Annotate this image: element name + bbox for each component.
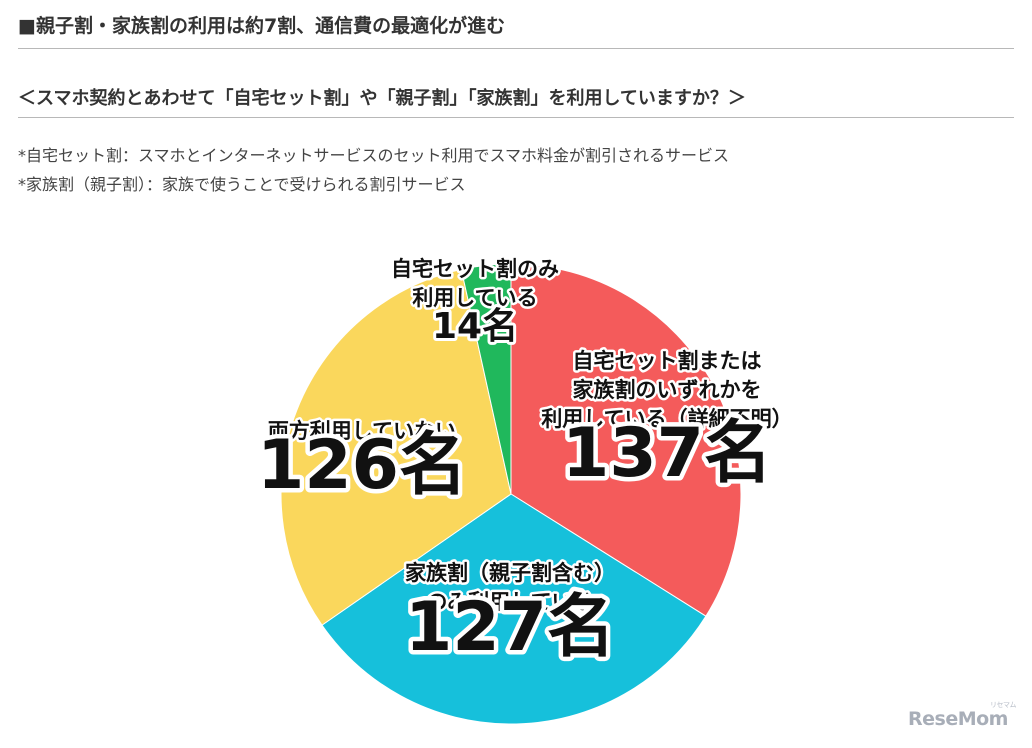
title-divider bbox=[18, 48, 1014, 49]
question-divider bbox=[18, 117, 1014, 118]
survey-question: ＜スマホ契約とあわせて「自宅セット割」や「親子割」「家族割」を利用していますか？… bbox=[18, 88, 746, 109]
pie-slice-1 bbox=[510, 263, 742, 617]
slice-value-2: 127名 bbox=[405, 588, 615, 667]
page-title: ■親子割・家族割の利用は約7割、通信費の最適化が進む bbox=[18, 15, 506, 37]
logo-kana: リセマム bbox=[990, 701, 1017, 709]
slice-label-4-line-2: 利用している bbox=[412, 286, 537, 310]
slice-label-1-line-2: 家族割のいずれかを bbox=[573, 378, 762, 402]
footnote-home-set-discount: *自宅セット割：スマホとインターネットサービスのセット利用でスマホ料金が割引され… bbox=[18, 146, 730, 165]
pie-slice-3 bbox=[280, 268, 512, 626]
slice-label-4-line-1: 自宅セット割のみ bbox=[391, 257, 559, 281]
slice-value-4: 14名 bbox=[432, 306, 518, 347]
slice-label-2-line-2: のみ利用している bbox=[426, 590, 593, 614]
pie-slice-4 bbox=[460, 263, 512, 495]
pie-slice-2 bbox=[321, 493, 707, 725]
footnote-family-discount: *家族割（親子割）：家族で使うことで受けられる割引サービス bbox=[18, 175, 466, 194]
slice-label-1-line-1: 自宅セット割または bbox=[573, 349, 762, 373]
slice-value-1: 137名 bbox=[562, 414, 772, 493]
slice-value-3: 126名 bbox=[257, 426, 467, 505]
resemom-logo: ReseMom リセマム bbox=[908, 701, 1018, 740]
slice-label-1-line-3: 利用している（詳細不明） bbox=[541, 407, 792, 431]
logo-text: ReseMom bbox=[908, 708, 1008, 730]
slice-label-3-line-1: 両方利用していない bbox=[268, 419, 456, 443]
slice-label-2-line-1: 家族割（親子割含む） bbox=[405, 561, 615, 585]
